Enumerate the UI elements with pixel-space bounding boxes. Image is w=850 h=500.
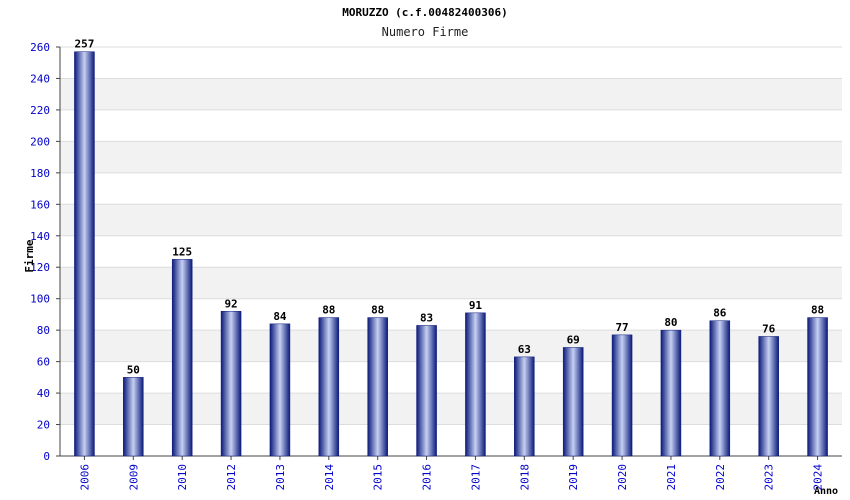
y-tick-label: 20 — [37, 419, 50, 432]
y-tick-label: 40 — [37, 387, 50, 400]
grid-band — [60, 204, 842, 236]
data-label-2015: 88 — [371, 304, 384, 317]
x-tick-label-2018: 2018 — [518, 464, 531, 491]
x-tick-label-2006: 2006 — [78, 464, 91, 491]
data-label-2023: 76 — [762, 322, 776, 335]
bar-2022 — [709, 320, 731, 457]
y-tick-label: 260 — [30, 41, 50, 54]
bars — [74, 51, 828, 457]
bar-2023 — [758, 336, 779, 457]
x-tick-label-2009: 2009 — [127, 464, 140, 491]
data-label-2014: 88 — [322, 304, 335, 317]
grid-band — [60, 141, 842, 173]
x-tick-label-2017: 2017 — [469, 464, 482, 491]
data-label-2022: 86 — [713, 307, 727, 320]
x-tick-label-2012: 2012 — [225, 464, 238, 491]
y-tick-label: 140 — [30, 230, 50, 243]
y-tick-label: 240 — [30, 72, 50, 85]
y-tick-label: 100 — [30, 293, 50, 306]
bar-2018 — [514, 356, 535, 457]
bar-2010 — [171, 259, 193, 457]
x-tick-label-2024: 2024 — [812, 464, 825, 491]
y-tick-label: 0 — [43, 450, 50, 463]
data-label-2016: 83 — [420, 311, 433, 324]
x-tick-label-2010: 2010 — [176, 464, 189, 491]
data-label-2021: 80 — [664, 316, 677, 329]
data-label-2012: 92 — [224, 297, 237, 310]
bar-2017 — [465, 312, 486, 457]
bar-2013 — [269, 323, 291, 457]
x-axis-label: Anno — [814, 486, 838, 497]
data-label-2006: 257 — [75, 38, 95, 51]
bar-2016 — [416, 325, 437, 457]
data-label-2013: 84 — [273, 310, 287, 323]
data-labels: 257 50 125 92 84 88 88 83 91 63 69 77 80 86 76 88 — [75, 38, 825, 377]
x-tick-label-2022: 2022 — [714, 464, 727, 491]
data-label-2018: 63 — [518, 343, 531, 356]
bar-2019 — [562, 347, 584, 457]
bar-2012 — [220, 311, 242, 457]
data-label-2017: 91 — [469, 299, 483, 312]
x-tick-label-2014: 2014 — [323, 464, 336, 491]
x-tick-label-2023: 2023 — [763, 464, 776, 491]
y-tick-label: 80 — [37, 324, 50, 337]
x-tick-label-2015: 2015 — [372, 464, 385, 491]
y-tick-label: 120 — [30, 261, 50, 274]
chart-subtitle: Numero Firme — [381, 25, 469, 39]
x-tick-label-2013: 2013 — [274, 464, 287, 491]
data-label-2019: 69 — [567, 333, 580, 346]
bar-2024 — [807, 317, 828, 457]
bar-2021 — [660, 329, 682, 457]
y-axis-label: Firme — [23, 239, 36, 272]
bar-2015 — [367, 317, 388, 457]
x-tick-label-2020: 2020 — [616, 464, 629, 491]
y-tick-labels: 0 20 40 60 80 100 120 140 160 180 200 220 240 260 — [30, 41, 50, 463]
x-tick-label-2021: 2021 — [665, 464, 678, 491]
grid-band — [60, 78, 842, 110]
x-tick-label-2019: 2019 — [567, 464, 580, 491]
x-tick-label-2016: 2016 — [421, 464, 434, 491]
x-tick-labels: 2006 2009 2010 2012 2013 2014 2015 2016 2017 2018… — [78, 464, 824, 491]
bar-2014 — [318, 317, 340, 457]
y-tick-label: 60 — [37, 356, 50, 369]
y-tick-label: 200 — [30, 135, 50, 148]
bar-2006 — [74, 51, 95, 457]
data-label-2009: 50 — [127, 363, 140, 376]
y-tick-label: 160 — [30, 198, 50, 211]
bar-2020 — [611, 334, 633, 457]
data-label-2024: 88 — [811, 304, 824, 317]
data-label-2010: 125 — [172, 245, 192, 258]
y-tick-label: 220 — [30, 104, 50, 117]
bar-2009 — [123, 377, 144, 457]
data-label-2020: 77 — [615, 321, 628, 334]
y-tick-label: 180 — [30, 167, 50, 180]
chart-title: MORUZZO (c.f.00482400306) — [342, 6, 508, 19]
